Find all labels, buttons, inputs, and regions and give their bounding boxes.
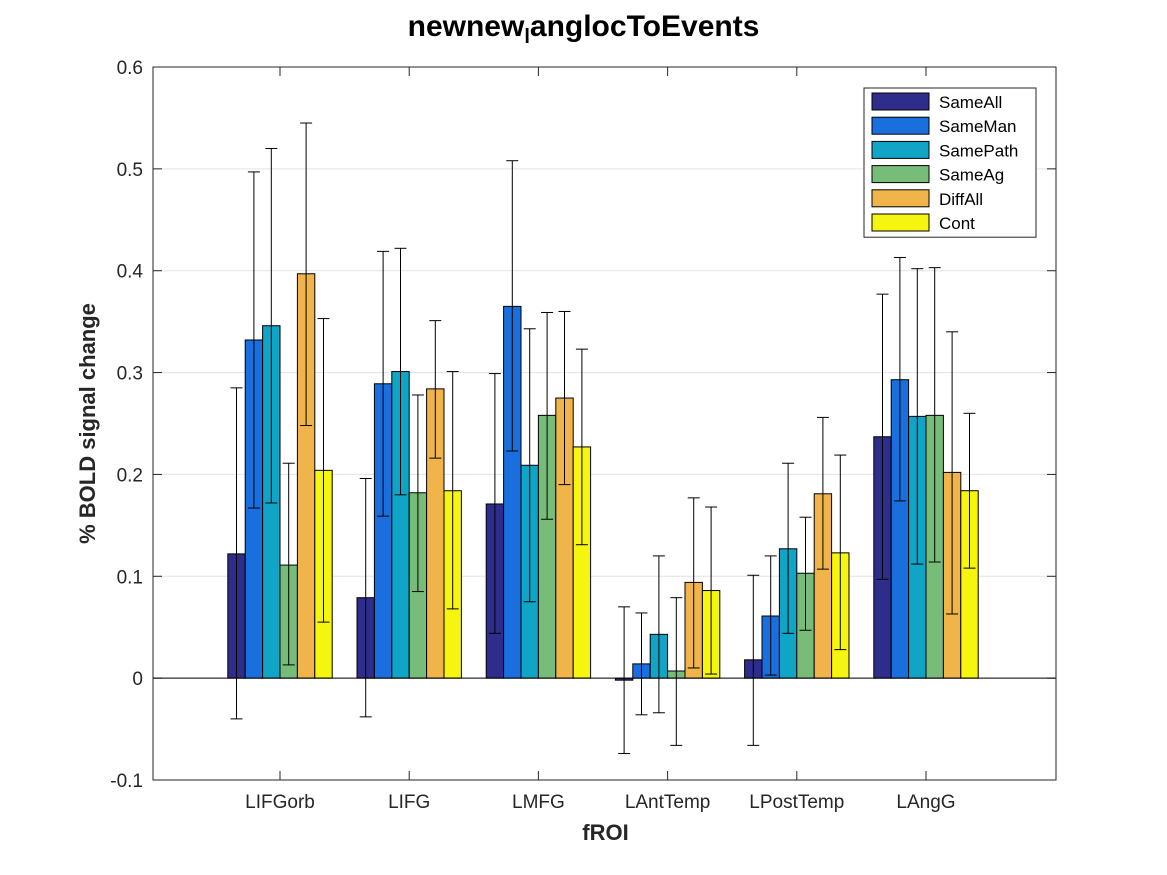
y-tick-label: 0.1 — [117, 567, 143, 588]
x-tick-label: LMFG — [512, 792, 565, 813]
chart-title: newnewlanglocToEvents — [407, 10, 760, 48]
x-axis-label: fROI — [582, 820, 628, 845]
legend-swatch-SameAg — [871, 165, 930, 184]
y-tick-label: 0 — [132, 669, 143, 690]
legend-swatch-DiffAll — [871, 189, 930, 208]
bars — [227, 273, 979, 681]
x-tick-label: LPostTemp — [749, 792, 844, 813]
legend-label-Cont: Cont — [939, 214, 975, 233]
y-tick-label: 0.4 — [117, 262, 144, 283]
y-axis-label: % BOLD signal change — [75, 303, 100, 544]
legend-label-DiffAll: DiffAll — [939, 190, 983, 209]
legend-label-SameMan: SameMan — [939, 117, 1016, 136]
x-tick-label: LAntTemp — [625, 792, 711, 813]
legend-swatch-Cont — [871, 213, 930, 232]
legend-swatch-SameMan — [871, 116, 930, 135]
y-tick-label: 0.2 — [117, 465, 143, 486]
legend-box — [863, 87, 1037, 238]
legend-label-SameAll: SameAll — [939, 93, 1002, 112]
axes-frame — [152, 66, 1057, 781]
legend-label-SameAg: SameAg — [939, 166, 1004, 185]
legend-swatch-SameAll — [871, 92, 930, 111]
legend: SameAll SameMan SamePath SameAg DiffAll Cont — [863, 87, 1037, 238]
legend-swatch-SamePath — [871, 140, 930, 159]
error-bars — [230, 122, 976, 755]
legend-label-SamePath: SamePath — [939, 141, 1018, 160]
x-tick-label: LAngG — [896, 792, 955, 813]
axes: -0.1 0 0.1 0.2 0.3 0.4 0.5 0.6 LIFGorb LIFG LMFG LA… — [75, 58, 1057, 845]
x-tick-label: LIFGorb — [245, 792, 315, 813]
y-tick-label: -0.1 — [110, 771, 143, 792]
y-tick-label: 0.5 — [117, 160, 143, 181]
y-tick-label: 0.6 — [117, 58, 143, 79]
y-tick-label: 0.3 — [117, 364, 143, 385]
x-tick-label: LIFG — [388, 792, 430, 813]
